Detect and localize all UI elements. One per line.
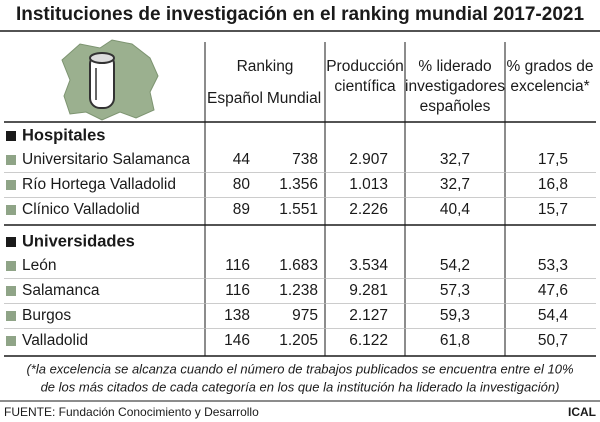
row-bullet: [6, 286, 16, 296]
header-espanol: Español: [207, 90, 263, 107]
source: FUENTE: Fundación Conocimiento y Desarro…: [4, 405, 259, 419]
cell: 57,3: [440, 282, 470, 299]
cell: 6.122: [349, 332, 388, 349]
row-name: Universitario Salamanca: [22, 151, 190, 168]
footnote: de los más citados de cada categoría en …: [41, 379, 560, 394]
cell: 1.205: [279, 332, 318, 349]
row-name: Valladolid: [22, 332, 88, 349]
header-liderado: españoles: [420, 98, 491, 115]
cell: 53,3: [538, 257, 568, 274]
row-bullet: [6, 261, 16, 271]
footnote: (*la excelencia se alcanza cuando el núm…: [26, 361, 573, 376]
row-bullet: [6, 311, 16, 321]
cylinder-top: [89, 52, 115, 64]
cell: 54,4: [538, 307, 569, 324]
cell: 44: [233, 151, 251, 168]
cell: 116: [225, 257, 250, 274]
cell: 116: [225, 282, 250, 299]
cell: 32,7: [440, 151, 470, 168]
row-name: Clínico Valladolid: [22, 201, 140, 218]
cell: 2.226: [349, 201, 388, 218]
cell: 2.907: [349, 151, 388, 168]
cell: 146: [224, 332, 250, 349]
cell: 9.281: [349, 282, 388, 299]
header-produccion: Producción: [326, 58, 404, 75]
cell: 54,2: [440, 257, 470, 274]
cell: 975: [292, 307, 318, 324]
cell: 2.127: [349, 307, 388, 324]
cell: 15,7: [538, 201, 568, 218]
cell: 1.013: [349, 176, 388, 193]
header-excelencia: % grados de: [506, 58, 593, 75]
cell: 47,6: [538, 282, 568, 299]
cell: 59,3: [440, 307, 470, 324]
row-bullet: [6, 336, 16, 346]
row-name: León: [22, 257, 56, 274]
cell: 1.683: [279, 257, 318, 274]
header-liderado: % liderado: [418, 58, 491, 75]
section-bullet: [6, 131, 16, 141]
section-name: Hospitales: [22, 126, 105, 144]
cell: 1.551: [279, 201, 318, 218]
cell: 32,7: [440, 176, 470, 193]
cell: 3.534: [349, 257, 388, 274]
row-name: Salamanca: [22, 282, 100, 299]
row-bullet: [6, 205, 16, 215]
row-bullet: [6, 180, 16, 190]
region-icon: [61, 39, 159, 121]
section-name: Universidades: [22, 232, 135, 250]
header-produccion: científica: [334, 78, 396, 95]
cell: 40,4: [440, 201, 471, 218]
header-liderado: investigadores: [405, 78, 505, 95]
cell: 738: [292, 151, 318, 168]
cell: 138: [224, 307, 250, 324]
row-name: Río Hortega Valladolid: [22, 176, 176, 193]
cell: 50,7: [538, 332, 568, 349]
cell: 17,5: [538, 151, 568, 168]
header-excelencia: excelencia*: [510, 78, 589, 95]
table: Ranking Español Mundial Producción científic…: [0, 42, 600, 419]
header-ranking: Ranking: [237, 58, 294, 75]
cell: 80: [233, 176, 251, 193]
section-bullet: [6, 237, 16, 247]
cell: 89: [233, 201, 250, 218]
title: Instituciones de investigación en el ran…: [16, 4, 585, 25]
cell: 1.356: [279, 176, 318, 193]
credit: ICAL: [568, 405, 596, 419]
cell: 16,8: [538, 176, 568, 193]
cell: 61,8: [440, 332, 470, 349]
row-bullet: [6, 155, 16, 165]
row-name: Burgos: [22, 307, 71, 324]
cell: 1.238: [279, 282, 318, 299]
header-mundial: Mundial: [267, 90, 321, 107]
